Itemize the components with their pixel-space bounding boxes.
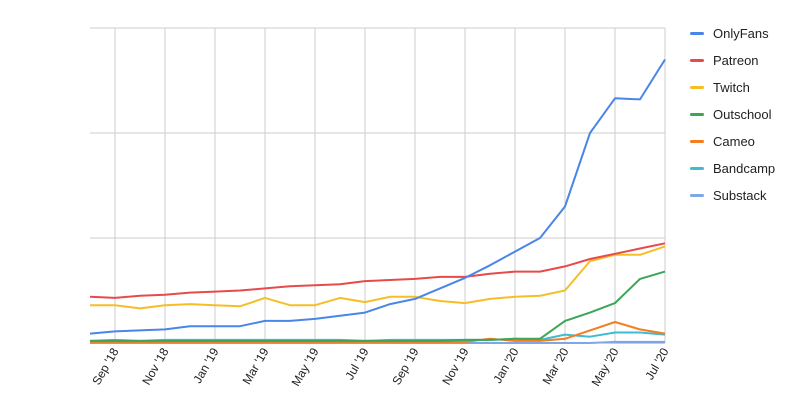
legend-item-onlyfans: OnlyFans xyxy=(690,20,795,47)
series-line-outschool xyxy=(90,270,666,342)
x-axis-tick-labels: Sep '18 Nov '18 Jan '19 Mar '19 May '19 Jul '… xyxy=(89,345,671,388)
x-tick-label: Mar '20 xyxy=(540,345,572,387)
legend-item-substack: Substack xyxy=(690,182,795,209)
legend-swatch xyxy=(690,113,704,116)
legend-label: Patreon xyxy=(713,53,759,68)
legend-item-patreon: Patreon xyxy=(690,47,795,74)
legend-item-bandcamp: Bandcamp xyxy=(690,155,795,182)
x-tick-label: Nov '18 xyxy=(139,345,171,387)
x-tick-label: Jan '20 xyxy=(490,345,521,385)
x-tick-label: Sep '18 xyxy=(89,345,121,387)
x-tick-label: May '20 xyxy=(589,345,622,388)
legend-label: Substack xyxy=(713,188,767,203)
legend-swatch xyxy=(690,167,704,170)
legend-label: Cameo xyxy=(713,134,755,149)
x-tick-label: Mar '19 xyxy=(240,345,272,387)
x-tick-label: Sep '19 xyxy=(389,345,421,387)
legend-swatch xyxy=(690,140,704,143)
legend-swatch xyxy=(690,194,704,197)
series-line-substack xyxy=(90,340,665,344)
legend-label: Outschool xyxy=(713,107,772,122)
legend-item-outschool: Outschool xyxy=(690,101,795,128)
legend-item-twitch: Twitch xyxy=(690,74,795,101)
grid xyxy=(90,27,666,344)
legend-label: Bandcamp xyxy=(713,161,776,176)
x-tick-label: Jul '19 xyxy=(342,345,371,382)
x-tick-label: Jul '20 xyxy=(642,345,671,382)
series-line-onlyfans xyxy=(89,58,666,335)
series-lines xyxy=(89,58,666,344)
legend: OnlyFans Patreon Twitch Outschool Cameo Bandc… xyxy=(690,20,795,209)
legend-swatch xyxy=(690,59,704,62)
legend-label: Twitch xyxy=(713,80,750,95)
series-line-twitch xyxy=(90,245,666,310)
x-tick-label: Jan '19 xyxy=(190,345,221,385)
series-line-patreon xyxy=(89,242,666,299)
legend-item-cameo: Cameo xyxy=(690,128,795,155)
x-tick-label: May '19 xyxy=(289,345,322,388)
x-tick-label: Nov '19 xyxy=(439,345,471,387)
legend-swatch xyxy=(690,32,704,35)
legend-swatch xyxy=(690,86,704,89)
legend-label: OnlyFans xyxy=(713,26,769,41)
